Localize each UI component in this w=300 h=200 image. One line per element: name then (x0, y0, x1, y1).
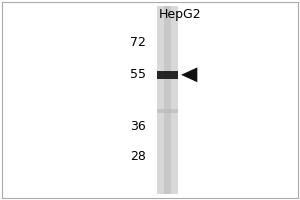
Bar (164, 6, 171, 194)
Bar (158, 109, 178, 113)
Text: 28: 28 (130, 150, 146, 163)
Text: 72: 72 (130, 36, 146, 49)
Polygon shape (181, 67, 197, 82)
Text: HepG2: HepG2 (158, 8, 201, 21)
Text: 55: 55 (130, 68, 146, 81)
Bar (158, 6, 178, 194)
Bar (158, 71, 178, 79)
Text: 36: 36 (130, 120, 146, 133)
